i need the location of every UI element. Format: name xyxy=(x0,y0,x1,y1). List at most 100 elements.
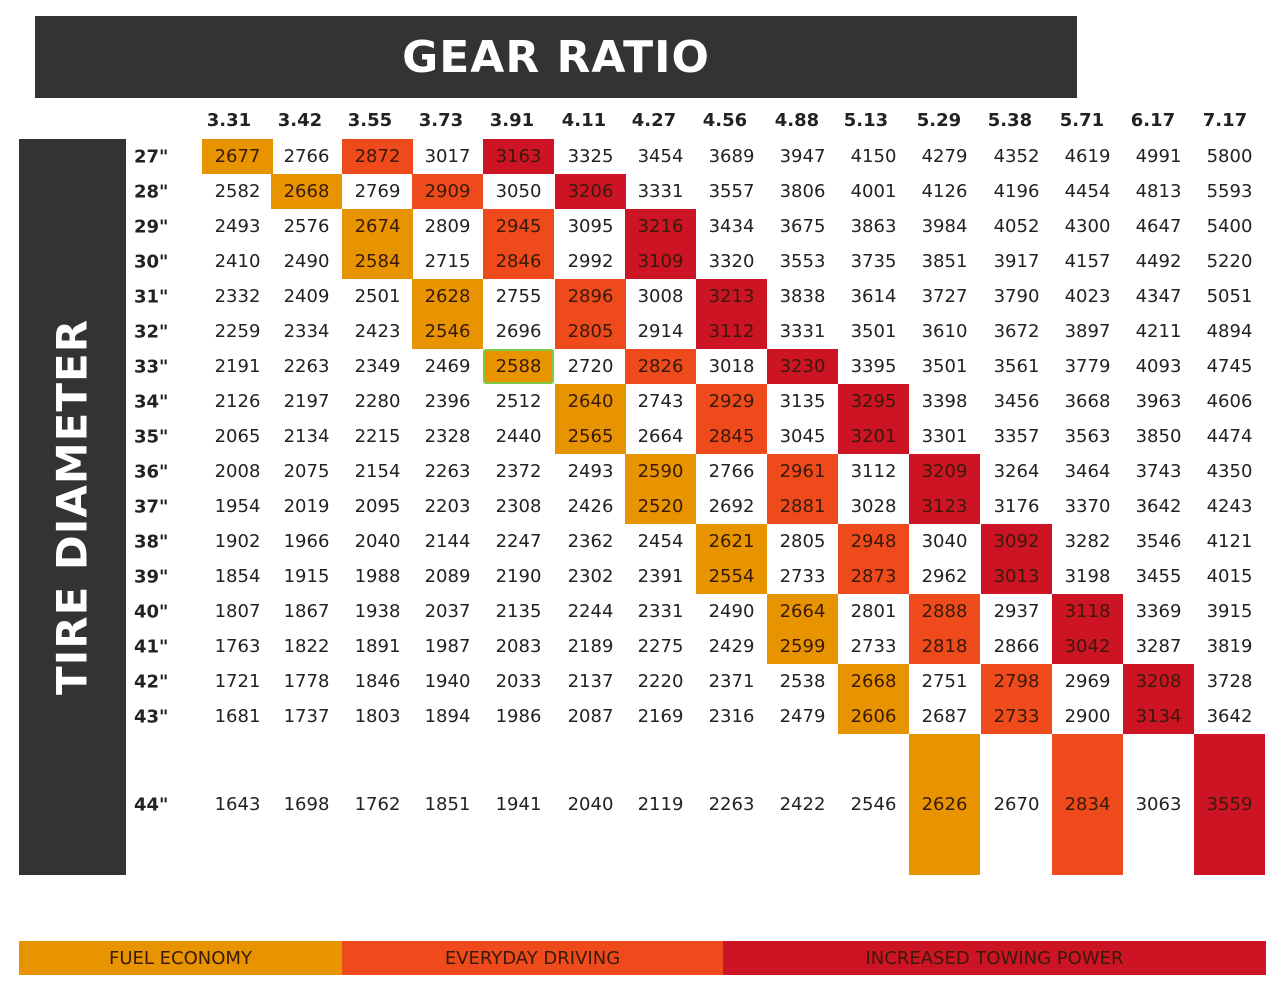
table-cell: 2798 xyxy=(981,664,1052,699)
table-cell: 2584 xyxy=(342,244,413,279)
tire-diameter-header: 30" xyxy=(134,251,169,272)
table-cell: 3301 xyxy=(921,426,968,447)
table-cell: 3806 xyxy=(779,181,826,202)
table-cell: 4894 xyxy=(1206,321,1253,342)
table-cell: 3395 xyxy=(850,356,897,377)
table-cell: 1902 xyxy=(214,531,261,552)
table-cell: 2469 xyxy=(424,356,471,377)
table-cell: 2137 xyxy=(567,671,614,692)
table-cell: 2945 xyxy=(483,209,554,244)
gear-ratio-header: 4.11 xyxy=(561,110,607,131)
table-cell: 2095 xyxy=(354,496,401,517)
table-cell: 1940 xyxy=(424,671,471,692)
table-cell: 4350 xyxy=(1206,461,1253,482)
table-cell: 4813 xyxy=(1135,181,1182,202)
table-cell: 3050 xyxy=(495,181,542,202)
gear-ratio-header: 5.38 xyxy=(987,110,1033,131)
table-cell: 3456 xyxy=(993,391,1040,412)
table-cell: 2247 xyxy=(495,531,542,552)
table-cell: 3295 xyxy=(838,384,909,419)
table-cell: 2866 xyxy=(993,636,1040,657)
table-cell: 3672 xyxy=(993,321,1040,342)
gear-ratio-header: 3.31 xyxy=(206,110,252,131)
tire-diameter-header: 33" xyxy=(134,356,169,377)
tire-diameter-header: 27" xyxy=(134,146,169,167)
tire-diameter-banner: TIRE DIAMETER xyxy=(19,139,126,875)
table-cell: 1941 xyxy=(495,794,542,815)
tire-diameter-header: 38" xyxy=(134,531,169,552)
table-cell: 2766 xyxy=(283,146,330,167)
table-cell: 3123 xyxy=(909,489,980,524)
gear-ratio-header: 7.17 xyxy=(1202,110,1248,131)
gear-ratio-header: 6.17 xyxy=(1130,110,1176,131)
table-cell: 2308 xyxy=(495,496,542,517)
table-cell: 3112 xyxy=(696,314,767,349)
table-cell: 3735 xyxy=(850,251,897,272)
table-cell: 3455 xyxy=(1135,566,1182,587)
tire-diameter-header: 40" xyxy=(134,601,169,622)
table-cell: 2766 xyxy=(708,461,755,482)
tire-diameter-header: 34" xyxy=(134,391,169,412)
table-cell: 3208 xyxy=(1123,664,1194,699)
table-cell: 2372 xyxy=(495,461,542,482)
table-cell: 2937 xyxy=(993,601,1040,622)
table-cell: 3553 xyxy=(779,251,826,272)
table-cell: 3135 xyxy=(779,391,826,412)
table-cell: 2888 xyxy=(909,594,980,629)
table-cell: 2244 xyxy=(567,601,614,622)
table-cell: 2801 xyxy=(850,601,897,622)
table-cell: 2674 xyxy=(342,209,413,244)
table-cell: 2961 xyxy=(767,454,838,489)
table-cell: 2331 xyxy=(637,601,684,622)
table-cell: 1915 xyxy=(283,566,330,587)
table-cell: 2263 xyxy=(708,794,755,815)
table-cell: 1987 xyxy=(424,636,471,657)
table-cell: 2696 xyxy=(495,321,542,342)
table-cell: 2154 xyxy=(354,461,401,482)
table-cell: 2490 xyxy=(283,251,330,272)
table-cell: 3198 xyxy=(1064,566,1111,587)
table-cell: 5800 xyxy=(1206,146,1253,167)
table-cell: 4211 xyxy=(1135,321,1182,342)
table-cell: 4093 xyxy=(1135,356,1182,377)
table-cell: 2743 xyxy=(637,391,684,412)
gear-ratio-title: GEAR RATIO xyxy=(402,31,710,83)
gear-ratio-banner: GEAR RATIO xyxy=(35,16,1077,98)
table-cell: 3369 xyxy=(1135,601,1182,622)
table-cell: 3063 xyxy=(1135,794,1182,815)
table-cell: 3320 xyxy=(708,251,755,272)
table-cell: 2423 xyxy=(354,321,401,342)
table-cell: 3779 xyxy=(1064,356,1111,377)
table-cell: 2576 xyxy=(283,216,330,237)
tire-diameter-header: 36" xyxy=(134,461,169,482)
gear-ratio-header: 5.71 xyxy=(1059,110,1105,131)
table-cell: 3727 xyxy=(921,286,968,307)
table-cell: 2362 xyxy=(567,531,614,552)
table-cell: 2490 xyxy=(708,601,755,622)
table-cell: 3610 xyxy=(921,321,968,342)
table-cell: 2582 xyxy=(214,181,261,202)
table-cell: 3213 xyxy=(696,279,767,314)
table-cell: 5400 xyxy=(1206,216,1253,237)
table-cell: 2546 xyxy=(850,794,897,815)
table-cell: 2493 xyxy=(567,461,614,482)
table-cell: 4300 xyxy=(1064,216,1111,237)
table-cell: 2846 xyxy=(483,244,554,279)
table-cell: 2040 xyxy=(354,531,401,552)
table-cell: 3897 xyxy=(1064,321,1111,342)
table-cell: 3790 xyxy=(993,286,1040,307)
table-cell: 3216 xyxy=(625,209,696,244)
table-cell: 4023 xyxy=(1064,286,1111,307)
table-cell: 4474 xyxy=(1206,426,1253,447)
table-cell: 4196 xyxy=(993,181,1040,202)
table-cell: 1803 xyxy=(354,706,401,727)
table-cell: 2845 xyxy=(696,419,767,454)
table-cell: 2554 xyxy=(696,559,767,594)
table-cell: 2280 xyxy=(354,391,401,412)
table-cell: 1681 xyxy=(214,706,261,727)
table-cell: 2948 xyxy=(838,524,909,559)
table-cell: 2720 xyxy=(567,356,614,377)
gear-ratio-header: 4.88 xyxy=(774,110,820,131)
tire-diameter-header: 29" xyxy=(134,216,169,237)
gear-ratio-header: 5.13 xyxy=(843,110,889,131)
